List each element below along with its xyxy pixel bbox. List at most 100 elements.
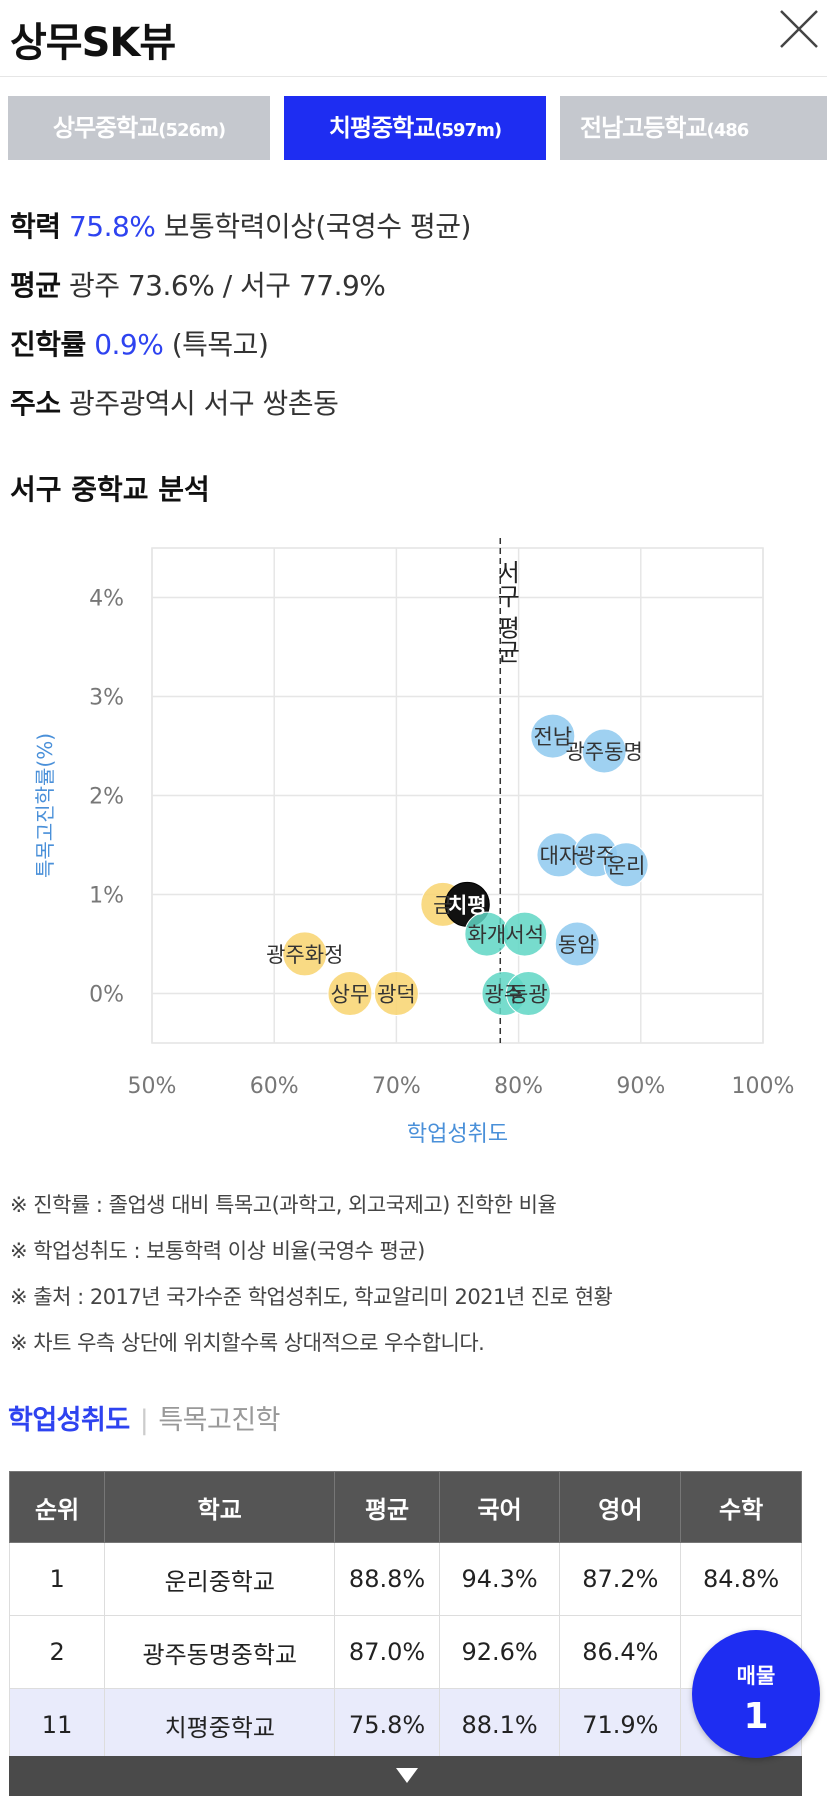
data-point-label: 치평 — [448, 893, 487, 917]
data-point-label: 서석 — [505, 923, 544, 947]
y-tick-label: 1% — [89, 884, 124, 909]
cell-korean: 94.3% — [438, 1542, 561, 1616]
x-tick-label: 90% — [616, 1074, 665, 1099]
achievement-desc: 보통학력이상(국영수 평균) — [163, 210, 472, 243]
data-point-label: 광주화정 — [266, 943, 343, 967]
cell-school: 광주동명중학교 — [104, 1615, 336, 1689]
info-advancement: 진학률 0.9% (특목고) — [10, 323, 269, 363]
data-point — [581, 728, 627, 774]
page-title: 상무SK뷰 — [10, 20, 176, 66]
data-point-label: 전남 — [533, 725, 572, 749]
x-tick-label: 50% — [128, 1074, 177, 1099]
data-point — [530, 713, 576, 759]
note-item: ※ 출처 : 2017년 국가수준 학업성취도, 학교알리미 2021년 진로 … — [10, 1285, 613, 1309]
tab-chipyeong-middle[interactable]: 치평중학교(597m) — [284, 96, 546, 160]
y-tick-label: 0% — [89, 983, 124, 1008]
cell-rank: 1 — [8, 1542, 106, 1616]
cell-school: 치평중학교 — [104, 1688, 336, 1762]
header-school: 학교 — [104, 1471, 336, 1543]
table-row-current-school[interactable]: 11 치평중학교 75.8% 88.1% 71.9% — [8, 1688, 802, 1762]
table-row[interactable]: 1 운리중학교 88.8% 94.3% 87.2% 84.8% — [8, 1542, 802, 1616]
data-point — [282, 931, 328, 977]
ranking-subtabs: 학업성취도 | 특목고진학 — [8, 1398, 281, 1437]
tab-name: 상무중학교 — [52, 114, 159, 142]
data-point-label: 광주 — [485, 983, 524, 1007]
tab-distance: (526m) — [158, 120, 226, 141]
header-math: 수학 — [680, 1471, 802, 1543]
x-axis-title: 학업성취도 — [407, 1122, 508, 1147]
data-point-label: 동광 — [509, 983, 548, 1007]
advancement-value: 0.9% — [94, 328, 164, 361]
listings-fab-button[interactable]: 매물 1 — [692, 1630, 820, 1758]
note-item: ※ 학업성취도 : 보통학력 이상 비율(국영수 평균) — [10, 1239, 425, 1263]
cell-rank: 11 — [8, 1688, 106, 1762]
x-tick-label: 100% — [732, 1074, 795, 1099]
close-icon[interactable] — [775, 5, 823, 53]
scatter-chart: 0% 1% 2% 3% 4% 50% 60% 70% 80% 90% 100% 학업성취도 특목고진학률… — [33, 538, 795, 1147]
y-tick-label: 2% — [89, 785, 124, 810]
fab-label: 매물 — [736, 1664, 776, 1688]
tab-name: 치평중학교 — [328, 114, 435, 142]
header-bar: 상무SK뷰 — [0, 0, 827, 77]
data-point — [327, 971, 373, 1016]
y-tick-label: 4% — [89, 587, 124, 612]
data-point-label: 운리 — [607, 854, 646, 878]
data-point-label: 광주 — [576, 844, 615, 868]
cell-average: 88.8% — [334, 1542, 440, 1616]
data-point — [603, 842, 649, 888]
expand-table-button[interactable] — [9, 1756, 802, 1796]
average-text: 광주 73.6% / 서구 77.9% — [68, 269, 386, 302]
header-english: 영어 — [559, 1471, 682, 1543]
achievement-value: 75.8% — [68, 210, 156, 243]
tab-name: 전남고등학교 — [580, 114, 707, 142]
info-achievement: 학력 75.8% 보통학력이상(국영수 평균) — [10, 205, 471, 245]
y-tick-label: 3% — [89, 686, 124, 711]
x-tick-label: 60% — [250, 1074, 299, 1099]
cell-english: 71.9% — [559, 1688, 682, 1762]
data-point-label: 광주동명 — [565, 740, 642, 764]
header-rank: 순위 — [8, 1471, 106, 1543]
ranking-table: 순위 학교 평균 국어 영어 수학 1 운리중학교 88.8% 94.3% 87… — [8, 1471, 802, 1762]
subtab-special-high[interactable]: 특목고진학 — [158, 1405, 281, 1436]
data-point — [373, 971, 419, 1016]
tab-jeonnam-high[interactable]: 전남고등학교(486 — [560, 96, 827, 160]
cell-korean: 92.6% — [438, 1615, 561, 1689]
tab-sangmu-middle[interactable]: 상무중학교(526m) — [8, 96, 270, 160]
cell-rank: 2 — [8, 1615, 106, 1689]
cell-english: 86.4% — [559, 1615, 682, 1689]
data-point — [505, 971, 551, 1016]
info-label: 진학률 — [10, 328, 86, 361]
header-korean: 국어 — [438, 1471, 561, 1543]
info-label: 평균 — [10, 269, 61, 302]
school-tabs: 상무중학교(526m) 치평중학교(597m) 전남고등학교(486 — [8, 96, 827, 160]
cell-average: 87.0% — [334, 1615, 440, 1689]
advancement-desc: (특목고) — [171, 328, 269, 361]
x-tick-label: 70% — [372, 1074, 421, 1099]
cell-math: 84.8% — [680, 1542, 802, 1616]
info-label: 학력 — [10, 210, 61, 243]
notes-list: ※ 진학률 : 졸업생 대비 특목고(과학고, 외고국제고) 진학한 비율 ※ … — [10, 1182, 613, 1366]
table-row[interactable]: 2 광주동명중학교 87.0% 92.6% 86.4% 8 — [8, 1615, 802, 1689]
data-point — [554, 921, 600, 967]
subtab-separator: | — [139, 1405, 149, 1436]
info-address: 주소 광주광역시 서구 쌍촌동 — [10, 382, 339, 422]
fab-count: 1 — [743, 1696, 769, 1737]
tab-distance: (597m) — [434, 120, 502, 141]
y-axis-title: 특목고진학률(%) — [33, 733, 57, 878]
data-point-label: 대자 — [540, 844, 579, 868]
section-title: 서구 중학교 분석 — [10, 473, 210, 506]
subtab-achievement[interactable]: 학업성취도 — [8, 1405, 130, 1436]
data-point-label: 동암 — [558, 933, 597, 957]
address-text: 광주광역시 서구 쌍촌동 — [68, 387, 339, 420]
cell-english: 87.2% — [559, 1542, 682, 1616]
cell-average: 75.8% — [334, 1688, 440, 1762]
table-header-row: 순위 학교 평균 국어 영어 수학 — [8, 1471, 802, 1543]
tab-distance: (486 — [706, 120, 749, 141]
data-point-label: 광덕 — [377, 983, 416, 1007]
note-item: ※ 진학률 : 졸업생 대비 특목고(과학고, 외고국제고) 진학한 비율 — [10, 1193, 557, 1217]
reference-line-label: 서구 평균 — [492, 560, 520, 664]
x-tick-label: 80% — [494, 1074, 543, 1099]
cell-school: 운리중학교 — [104, 1542, 336, 1616]
note-item: ※ 차트 우측 상단에 위치할수록 상대적으로 우수합니다. — [10, 1331, 485, 1355]
info-average: 평균 광주 73.6% / 서구 77.9% — [10, 264, 386, 304]
